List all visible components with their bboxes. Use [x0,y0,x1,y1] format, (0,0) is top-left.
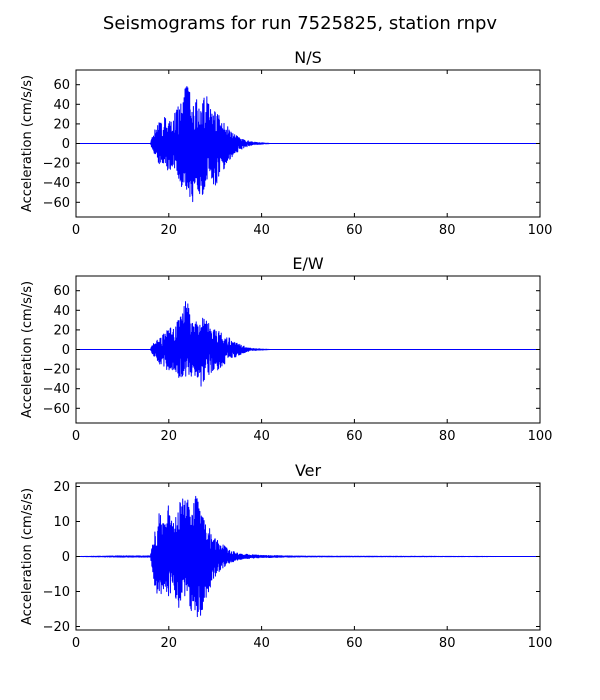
x-tick-label-ew-40: 40 [253,429,270,444]
y-tick-label-ns-20: 20 [53,117,70,132]
y-tick-label-ver--20: −20 [43,620,70,635]
x-tick-label-ew-0: 0 [72,429,80,444]
x-tick-label-ver-60: 60 [346,636,363,651]
x-tick-label-ver-40: 40 [253,636,270,651]
panel-ns: N/S Acceleration (cm/s/s) 0 20 40 60 80 100 −60 −… [20,48,552,238]
subplot-title-ver: Ver [295,461,322,480]
trace-ver [76,495,540,618]
y-tick-label-ew--60: −60 [43,402,70,417]
x-tick-label-ns-20: 20 [161,223,178,238]
y-tick-label-ns--40: −40 [43,176,70,191]
traces-ew [76,301,540,387]
y-tick-label-ew-20: 20 [53,323,70,338]
x-tick-label-ns-60: 60 [346,223,363,238]
y-tick-label-ns--60: −60 [43,196,70,211]
x-tick-label-ew-60: 60 [346,429,363,444]
y-tick-label-ver-20: 20 [53,480,70,495]
x-tick-label-ns-0: 0 [72,223,80,238]
y-tick-label-ver-0: 0 [62,550,70,565]
y-tick-label-ver--10: −10 [43,585,70,600]
y-tick-label-ns-40: 40 [53,98,70,113]
trace-ew [76,301,540,387]
panel-ew: E/W Acceleration (cm/s/s) 0 20 40 60 80 100 −60 −… [20,254,552,444]
subplot-title-ew: E/W [292,254,324,273]
x-tick-label-ew-80: 80 [439,429,456,444]
y-tick-label-ns-60: 60 [53,78,70,93]
x-tick-label-ew-100: 100 [528,429,553,444]
y-tick-label-ew-0: 0 [62,343,70,358]
x-tick-label-ns-80: 80 [439,223,456,238]
y-tick-label-ew-60: 60 [53,284,70,299]
y-tick-label-ns-0: 0 [62,137,70,152]
x-tick-label-ver-0: 0 [72,636,80,651]
y-axis-label-ver: Acceleration (cm/s/s) [20,488,35,625]
subplot-title-ns: N/S [294,48,322,67]
figure-title: Seismograms for run 7525825, station rnp… [103,13,498,34]
traces-ns [76,85,540,203]
x-tick-label-ew-20: 20 [161,429,178,444]
y-tick-label-ew--40: −40 [43,382,70,397]
y-tick-label-ew-40: 40 [53,304,70,319]
x-tick-label-ver-80: 80 [439,636,456,651]
y-axis-label-ew: Acceleration (cm/s/s) [20,281,35,418]
y-tick-label-ns--20: −20 [43,157,70,172]
traces-ver [76,495,540,618]
y-tick-label-ver-10: 10 [53,515,70,530]
y-axis-label-ns: Acceleration (cm/s/s) [20,75,35,212]
trace-ns [76,85,540,203]
x-tick-label-ver-20: 20 [161,636,178,651]
y-tick-label-ew--20: −20 [43,363,70,378]
x-tick-label-ns-40: 40 [253,223,270,238]
x-tick-label-ns-100: 100 [528,223,553,238]
x-tick-label-ver-100: 100 [528,636,553,651]
